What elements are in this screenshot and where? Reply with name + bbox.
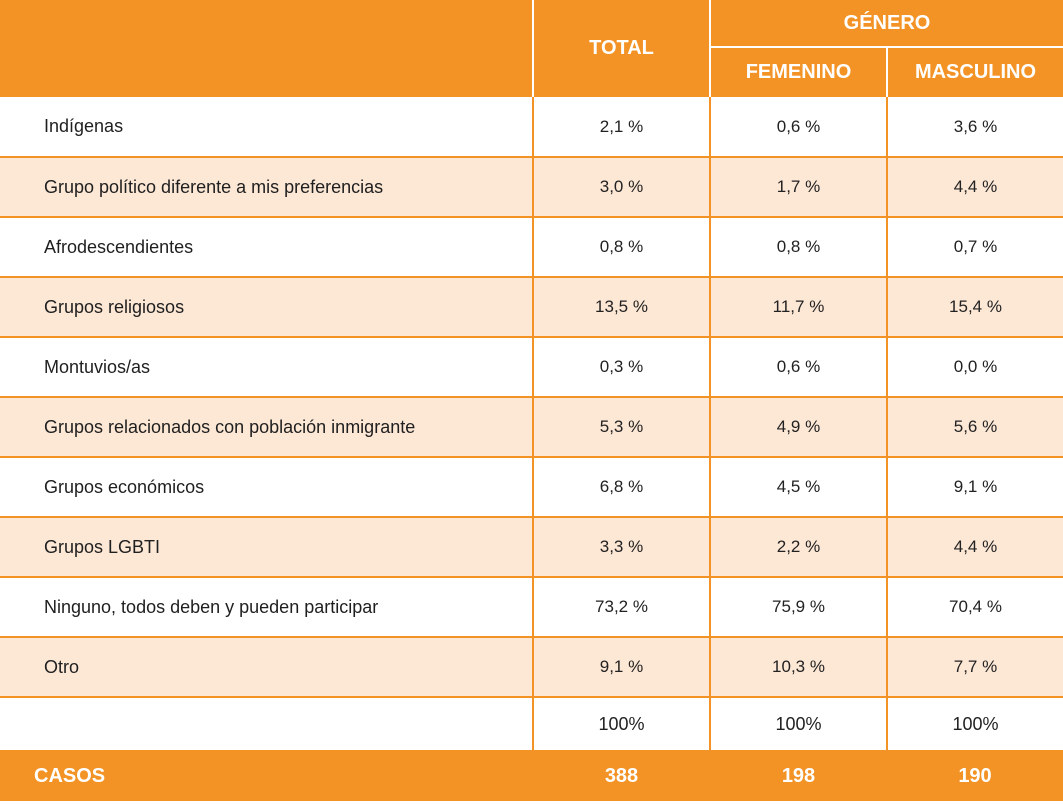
table-row: Grupos LGBTI 3,3 % 2,2 % 4,4 % bbox=[0, 517, 1063, 578]
row-total: 0,3 % bbox=[532, 337, 710, 398]
row-femenino: 1,7 % bbox=[709, 157, 887, 218]
row-masculino: 9,1 % bbox=[886, 457, 1063, 518]
sum-row-label bbox=[0, 697, 533, 752]
row-label: Indígenas bbox=[0, 97, 533, 158]
cases-label: CASOS bbox=[0, 751, 533, 801]
table-row: Grupos relacionados con población inmigr… bbox=[0, 397, 1063, 458]
row-femenino: 0,6 % bbox=[709, 97, 887, 158]
row-femenino: 4,5 % bbox=[709, 457, 887, 518]
sum-masculino: 100% bbox=[886, 697, 1063, 752]
row-total: 2,1 % bbox=[532, 97, 710, 158]
row-total: 13,5 % bbox=[532, 277, 710, 338]
table-footer: CASOS 388 198 190 bbox=[0, 751, 1063, 801]
row-masculino: 0,0 % bbox=[886, 337, 1063, 398]
row-femenino: 11,7 % bbox=[709, 277, 887, 338]
table-row: Grupos religiosos 13,5 % 11,7 % 15,4 % bbox=[0, 277, 1063, 338]
row-total: 3,3 % bbox=[532, 517, 710, 578]
sum-femenino: 100% bbox=[709, 697, 887, 752]
row-label: Grupo político diferente a mis preferenc… bbox=[0, 157, 533, 218]
table-row: Afrodescendientes 0,8 % 0,8 % 0,7 % bbox=[0, 217, 1063, 278]
cases-total: 388 bbox=[533, 751, 710, 801]
row-label: Grupos económicos bbox=[0, 457, 533, 518]
row-femenino: 4,9 % bbox=[709, 397, 887, 458]
row-total: 3,0 % bbox=[532, 157, 710, 218]
cases-femenino: 198 bbox=[710, 751, 887, 801]
row-femenino: 0,8 % bbox=[709, 217, 887, 278]
header-corner-cell bbox=[0, 0, 533, 97]
row-masculino: 4,4 % bbox=[886, 157, 1063, 218]
row-masculino: 0,7 % bbox=[886, 217, 1063, 278]
row-femenino: 10,3 % bbox=[709, 637, 887, 698]
row-total: 5,3 % bbox=[532, 397, 710, 458]
row-femenino: 2,2 % bbox=[709, 517, 887, 578]
row-total: 6,8 % bbox=[532, 457, 710, 518]
row-masculino: 5,6 % bbox=[886, 397, 1063, 458]
table-row: Grupos económicos 6,8 % 4,5 % 9,1 % bbox=[0, 457, 1063, 518]
row-femenino: 75,9 % bbox=[709, 577, 887, 638]
header-femenino: FEMENINO bbox=[709, 46, 887, 97]
table-row: Ninguno, todos deben y pueden participar… bbox=[0, 577, 1063, 638]
row-masculino: 70,4 % bbox=[886, 577, 1063, 638]
table-row: Montuvios/as 0,3 % 0,6 % 0,0 % bbox=[0, 337, 1063, 398]
table-row: Otro 9,1 % 10,3 % 7,7 % bbox=[0, 637, 1063, 698]
row-femenino: 0,6 % bbox=[709, 337, 887, 398]
table-row: Grupo político diferente a mis preferenc… bbox=[0, 157, 1063, 218]
table-header: TOTAL GÉNERO FEMENINO MASCULINO bbox=[0, 0, 1063, 97]
row-label: Ninguno, todos deben y pueden participar bbox=[0, 577, 533, 638]
row-label: Otro bbox=[0, 637, 533, 698]
row-masculino: 7,7 % bbox=[886, 637, 1063, 698]
cases-row: CASOS 388 198 190 bbox=[0, 751, 1063, 801]
row-label: Grupos religiosos bbox=[0, 277, 533, 338]
sum-row: 100% 100% 100% bbox=[0, 697, 1063, 752]
row-masculino: 4,4 % bbox=[886, 517, 1063, 578]
cases-masculino: 190 bbox=[887, 751, 1063, 801]
header-masculino: MASCULINO bbox=[886, 46, 1063, 97]
table-body: Indígenas 2,1 % 0,6 % 3,6 % Grupo políti… bbox=[0, 97, 1063, 752]
row-label: Afrodescendientes bbox=[0, 217, 533, 278]
row-total: 0,8 % bbox=[532, 217, 710, 278]
row-label: Grupos LGBTI bbox=[0, 517, 533, 578]
row-total: 73,2 % bbox=[532, 577, 710, 638]
row-masculino: 15,4 % bbox=[886, 277, 1063, 338]
row-masculino: 3,6 % bbox=[886, 97, 1063, 158]
row-total: 9,1 % bbox=[532, 637, 710, 698]
header-genero: GÉNERO bbox=[709, 0, 1063, 47]
row-label: Grupos relacionados con población inmigr… bbox=[0, 397, 533, 458]
header-total: TOTAL bbox=[532, 0, 710, 97]
table-row: Indígenas 2,1 % 0,6 % 3,6 % bbox=[0, 97, 1063, 158]
row-label: Montuvios/as bbox=[0, 337, 533, 398]
sum-total: 100% bbox=[532, 697, 710, 752]
